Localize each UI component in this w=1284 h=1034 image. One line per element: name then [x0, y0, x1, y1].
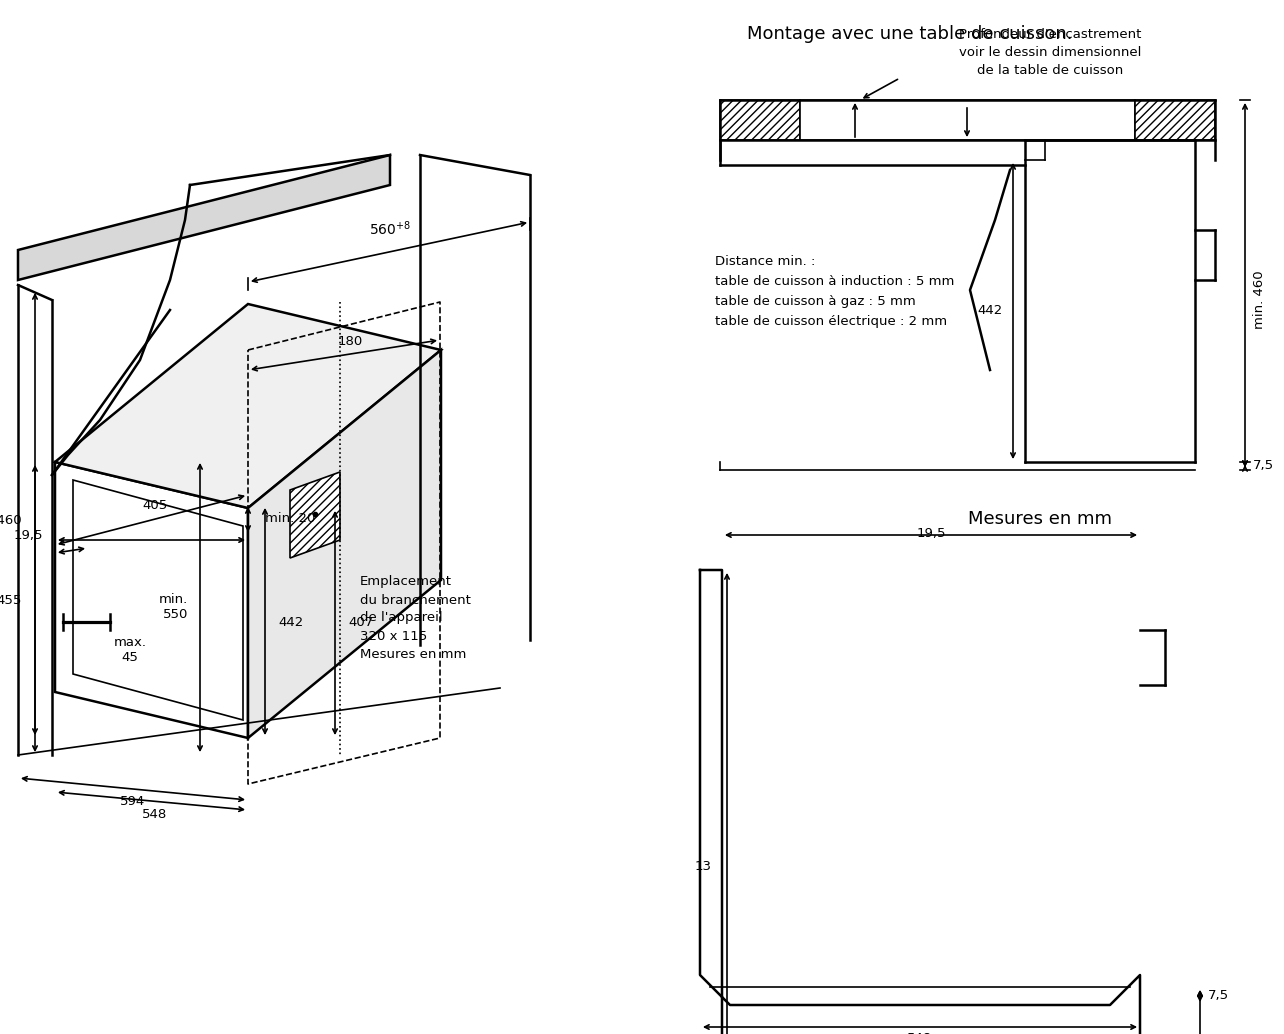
Text: 19,5: 19,5: [14, 528, 42, 542]
Text: 13: 13: [695, 860, 713, 874]
Text: min.
550: min. 550: [159, 594, 187, 621]
Text: 548: 548: [143, 808, 168, 821]
Text: 442: 442: [977, 304, 1003, 316]
Text: 180: 180: [338, 335, 362, 348]
Text: Profondeur d'encastrement
voir le dessin dimensionnel
de la table de cuisson: Profondeur d'encastrement voir le dessin…: [959, 28, 1141, 77]
Text: Mesures en mm: Mesures en mm: [968, 510, 1112, 528]
Text: 548: 548: [908, 1032, 932, 1034]
Polygon shape: [18, 155, 390, 280]
Text: 560$^{+8}$: 560$^{+8}$: [369, 219, 411, 238]
Text: min. 460: min. 460: [1253, 271, 1266, 329]
Text: min. 20: min. 20: [265, 513, 316, 525]
Text: 405: 405: [143, 499, 168, 512]
Text: 407: 407: [348, 616, 374, 630]
Polygon shape: [55, 462, 248, 738]
Text: 594: 594: [121, 795, 145, 808]
Bar: [800, 100, 1135, 140]
Text: max.
45: max. 45: [113, 636, 146, 664]
Text: 7,5: 7,5: [1253, 459, 1274, 473]
Polygon shape: [290, 472, 340, 558]
Text: Montage avec une table de cuisson.: Montage avec une table de cuisson.: [747, 25, 1072, 43]
Polygon shape: [248, 349, 440, 738]
Text: Emplacement
du branchement
de l'appareil
320 x 115
Mesures en mm: Emplacement du branchement de l'appareil…: [360, 576, 471, 661]
Bar: [1135, 100, 1215, 140]
Text: 19,5: 19,5: [917, 527, 946, 540]
Text: min. 460: min. 460: [0, 514, 22, 526]
Polygon shape: [55, 304, 440, 508]
Text: 7,5: 7,5: [1208, 990, 1229, 1003]
Text: 455: 455: [0, 594, 22, 607]
Text: Distance min. :
table de cuisson à induction : 5 mm
table de cuisson à gaz : 5 m: Distance min. : table de cuisson à induc…: [715, 255, 954, 328]
Text: 442: 442: [279, 615, 303, 629]
Bar: [720, 100, 800, 140]
